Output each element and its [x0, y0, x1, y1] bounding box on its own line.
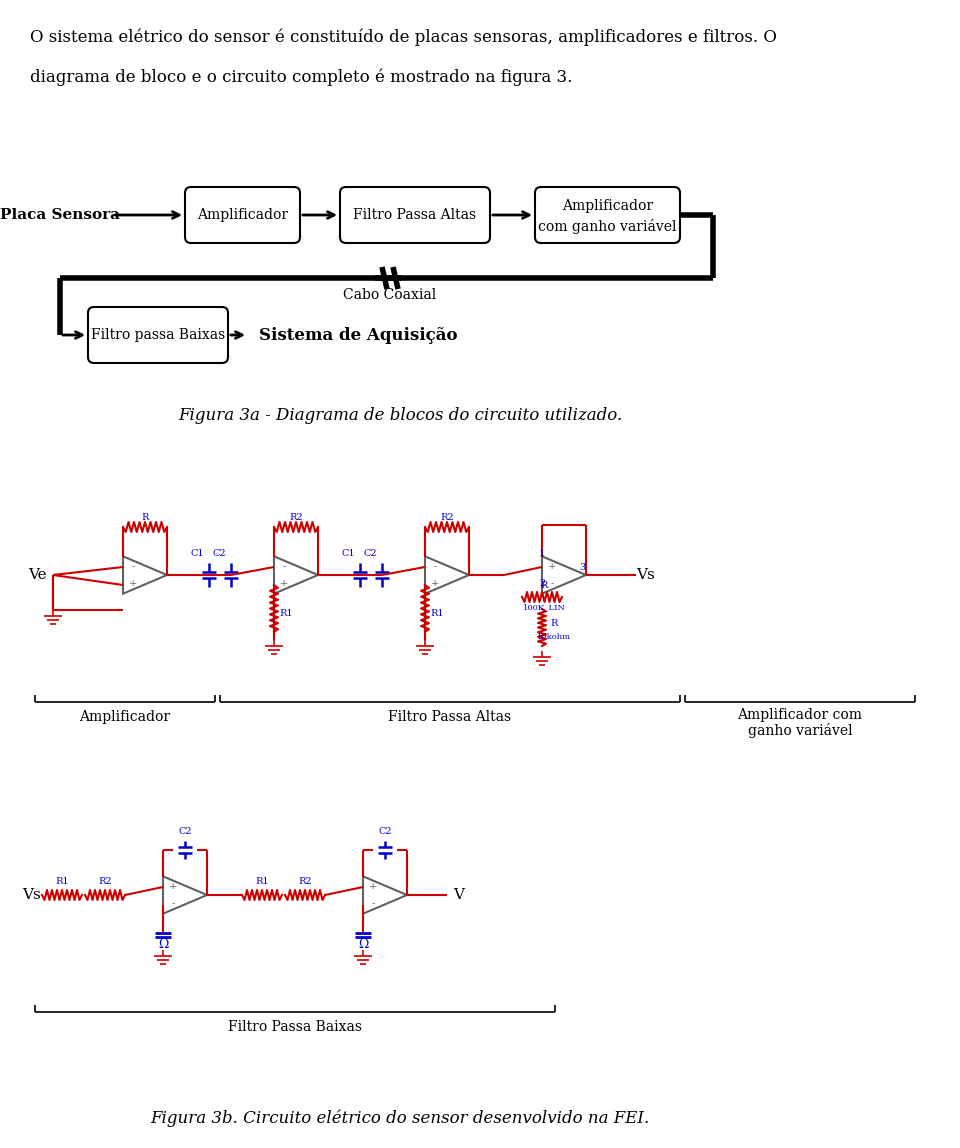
Text: Filtro passa Baixas: Filtro passa Baixas: [91, 328, 226, 342]
Text: 1: 1: [539, 549, 545, 558]
Text: R2: R2: [98, 877, 111, 886]
Text: Ω: Ω: [358, 939, 369, 952]
Text: +: +: [548, 563, 556, 572]
Text: Ve: Ve: [28, 568, 47, 582]
Text: Sistema de Aquisição: Sistema de Aquisição: [259, 326, 457, 343]
Text: R: R: [550, 620, 558, 628]
Text: Ω: Ω: [157, 939, 168, 952]
Text: C1: C1: [190, 549, 204, 558]
Text: Figura 3a - Diagrama de blocos do circuito utilizado.: Figura 3a - Diagrama de blocos do circui…: [178, 406, 622, 424]
Text: C2: C2: [179, 828, 192, 837]
Text: R1: R1: [255, 877, 269, 886]
Text: O sistema elétrico do sensor é constituído de placas sensoras, amplificadores e : O sistema elétrico do sensor é constituí…: [30, 28, 777, 46]
Text: +: +: [279, 579, 288, 588]
Text: Amplificador: Amplificador: [197, 208, 288, 222]
Text: +: +: [169, 882, 177, 891]
FancyBboxPatch shape: [535, 187, 680, 243]
Text: -: -: [550, 579, 554, 588]
Text: R1: R1: [430, 608, 444, 618]
Text: C2: C2: [212, 549, 226, 558]
Text: diagrama de bloco e o circuito completo é mostrado na figura 3.: diagrama de bloco e o circuito completo …: [30, 68, 572, 85]
Text: Amplificador: Amplificador: [562, 199, 653, 214]
Text: C1: C1: [341, 549, 355, 558]
Text: R2: R2: [441, 512, 454, 521]
Text: 100K_LIN: 100K_LIN: [522, 603, 565, 611]
Text: 10kohm: 10kohm: [537, 633, 571, 641]
Text: V: V: [453, 889, 465, 902]
Text: -: -: [282, 563, 285, 572]
Text: +: +: [129, 579, 137, 588]
Text: C2: C2: [363, 549, 377, 558]
Text: R1: R1: [279, 608, 293, 618]
Text: Vs: Vs: [636, 568, 656, 582]
Text: R: R: [141, 512, 149, 521]
Text: R2: R2: [289, 512, 302, 521]
FancyBboxPatch shape: [88, 307, 228, 363]
Text: Figura 3b. Circuito elétrico do sensor desenvolvido na FEI.: Figura 3b. Circuito elétrico do sensor d…: [151, 1109, 650, 1126]
Text: 2: 2: [539, 579, 545, 588]
Text: R2: R2: [299, 877, 312, 886]
Text: Filtro Passa Altas: Filtro Passa Altas: [353, 208, 476, 222]
Text: Vs: Vs: [22, 889, 40, 902]
Text: +: +: [369, 882, 377, 891]
Text: com ganho variável: com ganho variável: [539, 218, 677, 233]
Text: +: +: [431, 579, 439, 588]
Text: -: -: [433, 563, 437, 572]
Text: Filtro Passa Baixas: Filtro Passa Baixas: [228, 1021, 362, 1034]
FancyBboxPatch shape: [185, 187, 300, 243]
Text: C2: C2: [378, 828, 392, 837]
Text: R: R: [540, 581, 548, 590]
Text: -: -: [171, 899, 175, 908]
Text: Placa Sensora: Placa Sensora: [0, 208, 120, 222]
Text: 3: 3: [579, 563, 586, 572]
Text: Filtro Passa Altas: Filtro Passa Altas: [389, 709, 512, 724]
Text: -: -: [132, 563, 134, 572]
Text: Cabo Coaxial: Cabo Coaxial: [344, 288, 437, 302]
Text: Amplificador com: Amplificador com: [737, 708, 862, 722]
Text: -: -: [372, 899, 374, 908]
Text: Amplificador: Amplificador: [80, 709, 171, 724]
Text: ganho variável: ganho variável: [748, 723, 852, 738]
Text: R1: R1: [55, 877, 69, 886]
FancyBboxPatch shape: [340, 187, 490, 243]
